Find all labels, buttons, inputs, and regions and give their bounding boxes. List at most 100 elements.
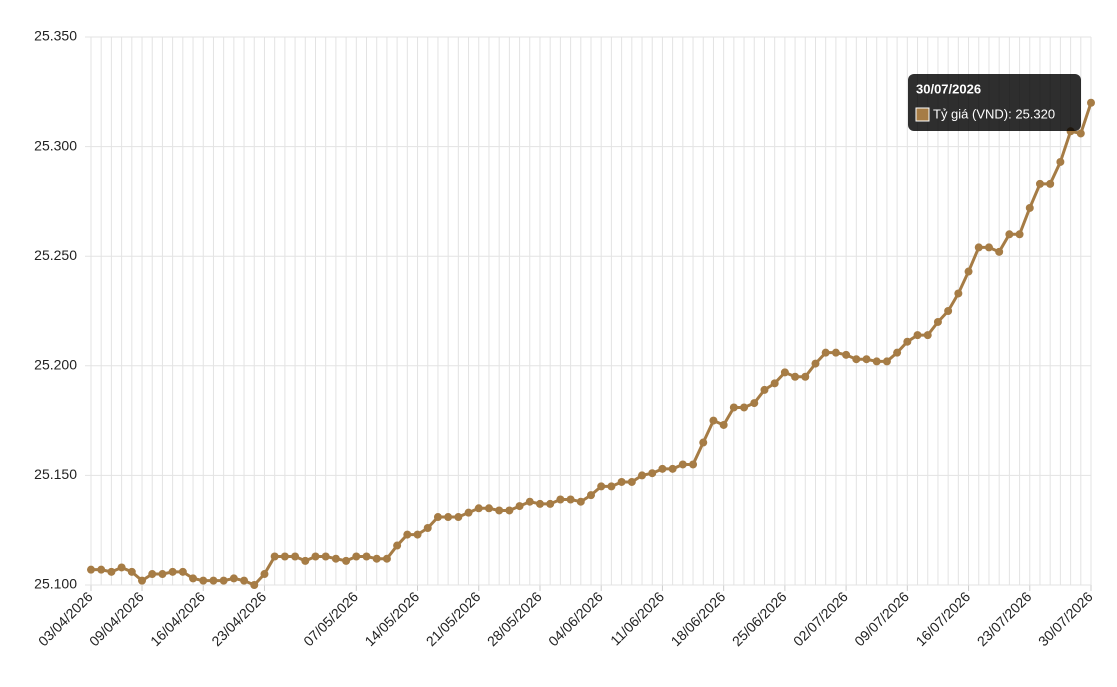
point (1087, 98, 1095, 107)
x-tick-label: 09/04/2026 (86, 588, 147, 649)
point (219, 576, 228, 585)
point (597, 482, 606, 491)
point (964, 267, 973, 276)
point (668, 464, 677, 473)
point (168, 567, 177, 576)
point (760, 385, 769, 394)
point (433, 513, 442, 522)
point (617, 477, 626, 486)
y-tick-label: 25.200 (34, 357, 77, 373)
x-tick-label: 14/05/2026 (361, 588, 422, 649)
point (423, 524, 432, 533)
point (413, 530, 422, 539)
point (607, 482, 616, 491)
point (229, 574, 238, 583)
point (954, 289, 963, 298)
point (1056, 157, 1065, 166)
x-tick-label: 09/07/2026 (851, 588, 912, 649)
point (342, 556, 351, 565)
point (719, 420, 728, 429)
point (535, 499, 544, 508)
x-tick-label: 18/06/2026 (668, 588, 729, 649)
point (382, 554, 391, 563)
point (689, 460, 698, 469)
point (913, 331, 922, 340)
point (199, 576, 208, 585)
point (699, 438, 708, 447)
point (770, 379, 779, 388)
point (138, 576, 147, 585)
point (882, 357, 891, 366)
point (638, 471, 647, 480)
point (484, 504, 493, 513)
x-tick-label: 16/07/2026 (912, 588, 973, 649)
point (852, 355, 861, 364)
point (505, 506, 514, 515)
point (546, 499, 555, 508)
point (587, 491, 595, 500)
point (709, 416, 718, 425)
x-tick-label: 07/05/2026 (300, 588, 361, 649)
point (495, 506, 504, 515)
point (974, 243, 983, 252)
point (301, 556, 310, 565)
point (944, 307, 953, 315)
x-tick-label: 30/07/2026 (1035, 588, 1096, 649)
point (515, 502, 524, 511)
point (831, 348, 840, 357)
point (158, 570, 167, 579)
y-tick-label: 25.150 (34, 466, 77, 482)
point (454, 513, 463, 522)
point (291, 552, 300, 561)
point (403, 530, 412, 539)
point (1025, 203, 1034, 212)
point (178, 567, 187, 576)
point (362, 552, 371, 561)
point (842, 350, 851, 359)
x-tick-label: 04/06/2026 (545, 588, 606, 649)
tooltip-box (908, 74, 1081, 131)
point (627, 477, 636, 486)
point (148, 570, 157, 579)
x-tick-label: 02/07/2026 (790, 588, 851, 649)
point (780, 368, 789, 377)
y-tick-label: 25.250 (34, 247, 77, 263)
point (260, 570, 269, 579)
point (678, 460, 687, 469)
point (444, 513, 453, 522)
point (1076, 129, 1085, 138)
point (740, 403, 749, 412)
point (995, 247, 1004, 256)
point (525, 497, 534, 506)
point (933, 317, 942, 326)
point (923, 331, 932, 340)
x-tick-label: 25/06/2026 (729, 588, 790, 649)
point (127, 567, 136, 576)
point (464, 508, 473, 517)
point (576, 497, 585, 506)
point (107, 567, 116, 576)
x-tick-label: 11/06/2026 (607, 588, 667, 648)
point (791, 372, 800, 381)
point (872, 357, 881, 366)
x-tick-label: 23/07/2026 (974, 588, 1035, 649)
point (240, 576, 249, 585)
tooltip-swatch (915, 107, 930, 122)
point (556, 495, 565, 504)
point (250, 581, 259, 589)
point (729, 403, 738, 412)
x-tick-label: 21/05/2026 (423, 588, 484, 649)
point (862, 355, 871, 364)
point (270, 552, 279, 561)
point (903, 337, 912, 346)
point (984, 243, 993, 252)
x-tick-label: 28/05/2026 (484, 588, 545, 649)
point (1005, 230, 1014, 239)
point (1015, 230, 1024, 239)
x-tick-label: 23/04/2026 (208, 588, 269, 649)
point (801, 372, 810, 381)
point (1035, 179, 1044, 188)
point (209, 576, 218, 585)
point (97, 565, 106, 574)
